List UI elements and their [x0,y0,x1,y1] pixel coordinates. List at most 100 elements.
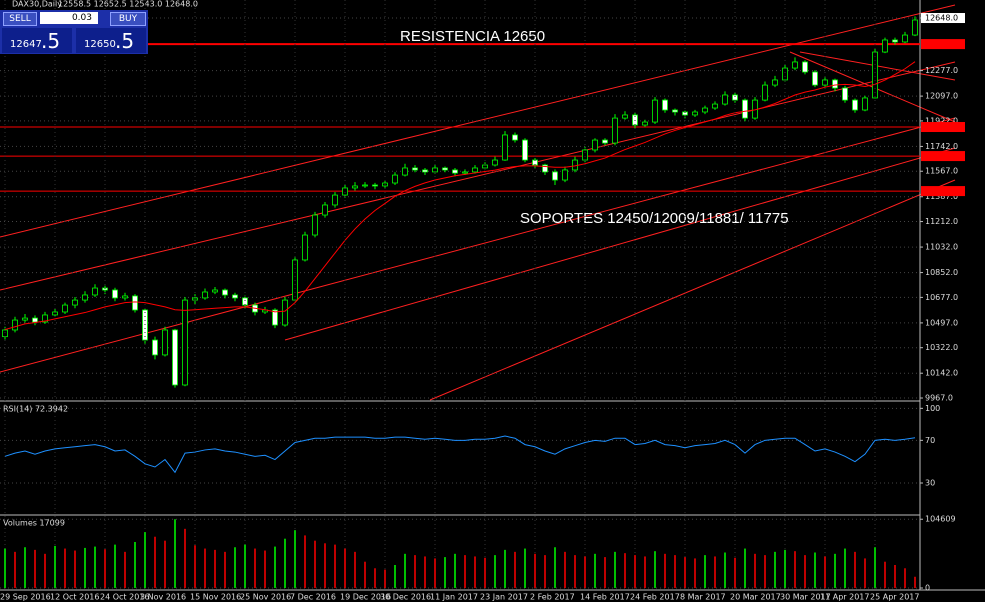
current-price-box [921,13,965,24]
candle-body [512,134,518,141]
candle-body [152,339,158,356]
candle-body [812,71,818,86]
x-tick-label: 24 Feb 2017 [630,593,680,602]
level-marker [921,151,965,162]
y-tick-label: 12277.0 [925,66,958,75]
ask-fraction: .5 [115,29,135,53]
candle-body [232,294,238,299]
candle-body [362,184,368,187]
y-tick-label: 11212.0 [925,217,958,226]
y-tick-label: 10142.0 [925,369,958,378]
candle-body [832,79,838,89]
trendline [284,147,956,341]
annotation: SOPORTES 12450/12009/11881/ 11775 [520,210,789,227]
panel-title: Volumes 17099 [3,519,65,528]
candle-body [592,139,598,151]
candle-body [432,167,438,173]
x-tick-label: 7 Dec 2016 [290,593,336,602]
level-marker [921,39,965,50]
lot-input[interactable]: 0.03 [40,12,98,24]
candle-body [392,174,398,184]
moving-average [4,61,916,331]
candle-body [42,314,48,323]
buy-button[interactable]: BUY [110,12,146,26]
candle-body [642,121,648,126]
candle-body [692,111,698,116]
candle-body [32,317,38,323]
y-tick-label: 70 [925,436,935,445]
candle-body [22,317,28,321]
candle-body [482,164,488,169]
candle-body [112,289,118,299]
x-tick-label: 29 Sep 2016 [0,593,51,602]
y-tick-label: 11742.0 [925,142,958,151]
y-tick-label: 11922.0 [925,116,958,125]
bid-box[interactable]: 12647 .5 [2,28,72,53]
candle-body [202,291,208,299]
candle-body [622,114,628,119]
candle-body [192,297,198,301]
candle-body [322,204,328,216]
candle-body [82,294,88,301]
x-tick-label: 19 Dec 2016 [340,593,391,602]
candle-body [2,329,8,338]
candle-body [542,164,548,173]
candle-body [282,299,288,326]
candle-body [842,87,848,101]
candle-body [802,61,808,73]
candle-body [612,117,618,144]
y-tick-label: 12097.0 [925,92,958,101]
x-tick-label: 30 Mar 2017 [780,593,831,602]
candle-body [912,19,918,36]
sell-button[interactable]: SELL [3,12,37,26]
trade-panel: SELL 0.03 BUY 12647 .5 12650 .5 [0,10,148,54]
candle-body [122,295,128,299]
ask-box[interactable]: 12650 .5 [76,28,146,53]
panel-title: RSI(14) 72.3942 [3,405,68,414]
ask-price: 12650 [84,39,116,50]
candle-body [632,114,638,126]
y-tick-label: 11032.0 [925,243,958,252]
candle-body [872,51,878,99]
candle-body [162,329,168,356]
y-tick-label: 10852.0 [925,268,958,277]
candle-body [772,79,778,86]
candle-body [742,99,748,119]
bid-price: 12647 [10,39,42,50]
candle-body [212,289,218,293]
level-marker [921,122,965,133]
y-tick-label: 10322.0 [925,343,958,352]
candle-body [682,111,688,116]
candle-body [902,34,908,43]
candle-body [892,39,898,43]
y-tick-label: 30 [925,479,935,488]
trendlines [0,4,956,401]
candle-body [492,159,498,166]
candle-body [792,61,798,69]
candle-body [782,67,788,81]
y-tick-label: 12648.0 [925,14,958,23]
candle-body [552,171,558,181]
x-tick-label: 20 Mar 2017 [730,593,781,602]
candle-body [602,139,608,144]
candle-body [452,169,458,174]
candle-body [412,167,418,171]
x-tick-label: 11 Jan 2017 [430,593,478,602]
candle-body [172,329,178,386]
x-tick-label: 24 Oct 2016 [100,593,149,602]
candle-body [462,171,468,174]
candle-body [12,319,18,331]
rsi-line [4,435,916,474]
candle-body [302,234,308,261]
y-tick-label: 100 [925,404,940,413]
x-tick-label: 23 Jan 2017 [480,593,528,602]
candle-body [132,295,138,311]
candle-body [502,134,508,161]
candle-body [852,99,858,111]
candle-body [882,39,888,53]
trendline [429,179,956,401]
trendline [0,117,956,373]
candle-body [652,99,658,123]
